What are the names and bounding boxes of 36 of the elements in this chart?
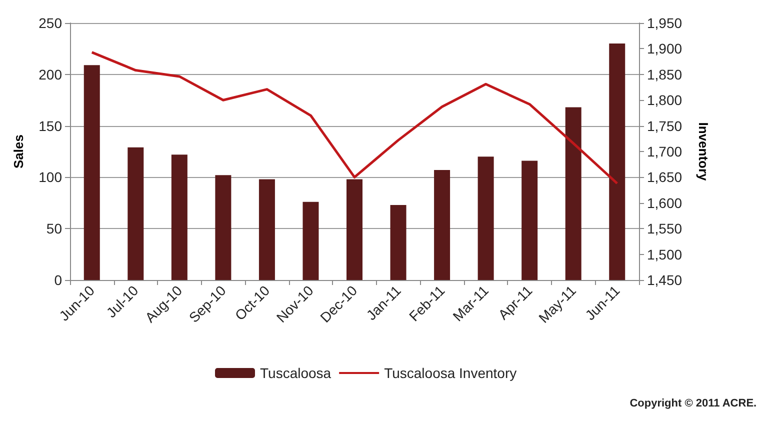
y2-tick-label: 1,500 — [647, 246, 682, 262]
y-tick-label: 200 — [38, 66, 62, 82]
y2-tick-label: 1,800 — [647, 92, 682, 108]
y2-tick-label: 1,600 — [647, 194, 682, 211]
bar — [84, 65, 100, 280]
y2-tick-label: 1,900 — [647, 40, 682, 57]
bar — [434, 170, 450, 280]
bar — [302, 202, 319, 280]
y-tick-label: 50 — [46, 220, 62, 237]
bar — [215, 175, 232, 280]
bar — [390, 204, 406, 280]
bar — [609, 44, 626, 280]
y2-tick-label: 1,850 — [647, 66, 682, 82]
bar — [258, 179, 275, 280]
bar — [346, 179, 362, 280]
y-tick-label: 150 — [38, 118, 62, 134]
bar — [128, 147, 144, 280]
bar — [565, 107, 582, 280]
legend-label: Tuscaloosa — [260, 365, 332, 381]
y-axis-title: Sales — [11, 134, 26, 168]
line-series — [90, 51, 618, 185]
y2-tick-label: 1,550 — [647, 220, 682, 237]
y2-tick-label: 1,450 — [647, 272, 682, 288]
y-tick-label: 0 — [54, 272, 62, 288]
y2-axis-title: Inventory — [696, 122, 711, 182]
y-tick-label: 250 — [38, 15, 62, 31]
bar — [522, 160, 538, 280]
y2-tick-label: 1,950 — [647, 15, 682, 31]
y2-tick-label: 1,650 — [647, 169, 682, 186]
bar — [171, 154, 188, 280]
y-tick-label: 100 — [38, 169, 62, 186]
y2-tick-label: 1,700 — [647, 144, 682, 160]
y2-tick-label: 1,750 — [647, 118, 682, 134]
bar — [478, 156, 494, 280]
legend-label: Tuscaloosa Inventory — [384, 365, 517, 381]
text: Copyright © 2011 ACRE. — [630, 398, 757, 410]
